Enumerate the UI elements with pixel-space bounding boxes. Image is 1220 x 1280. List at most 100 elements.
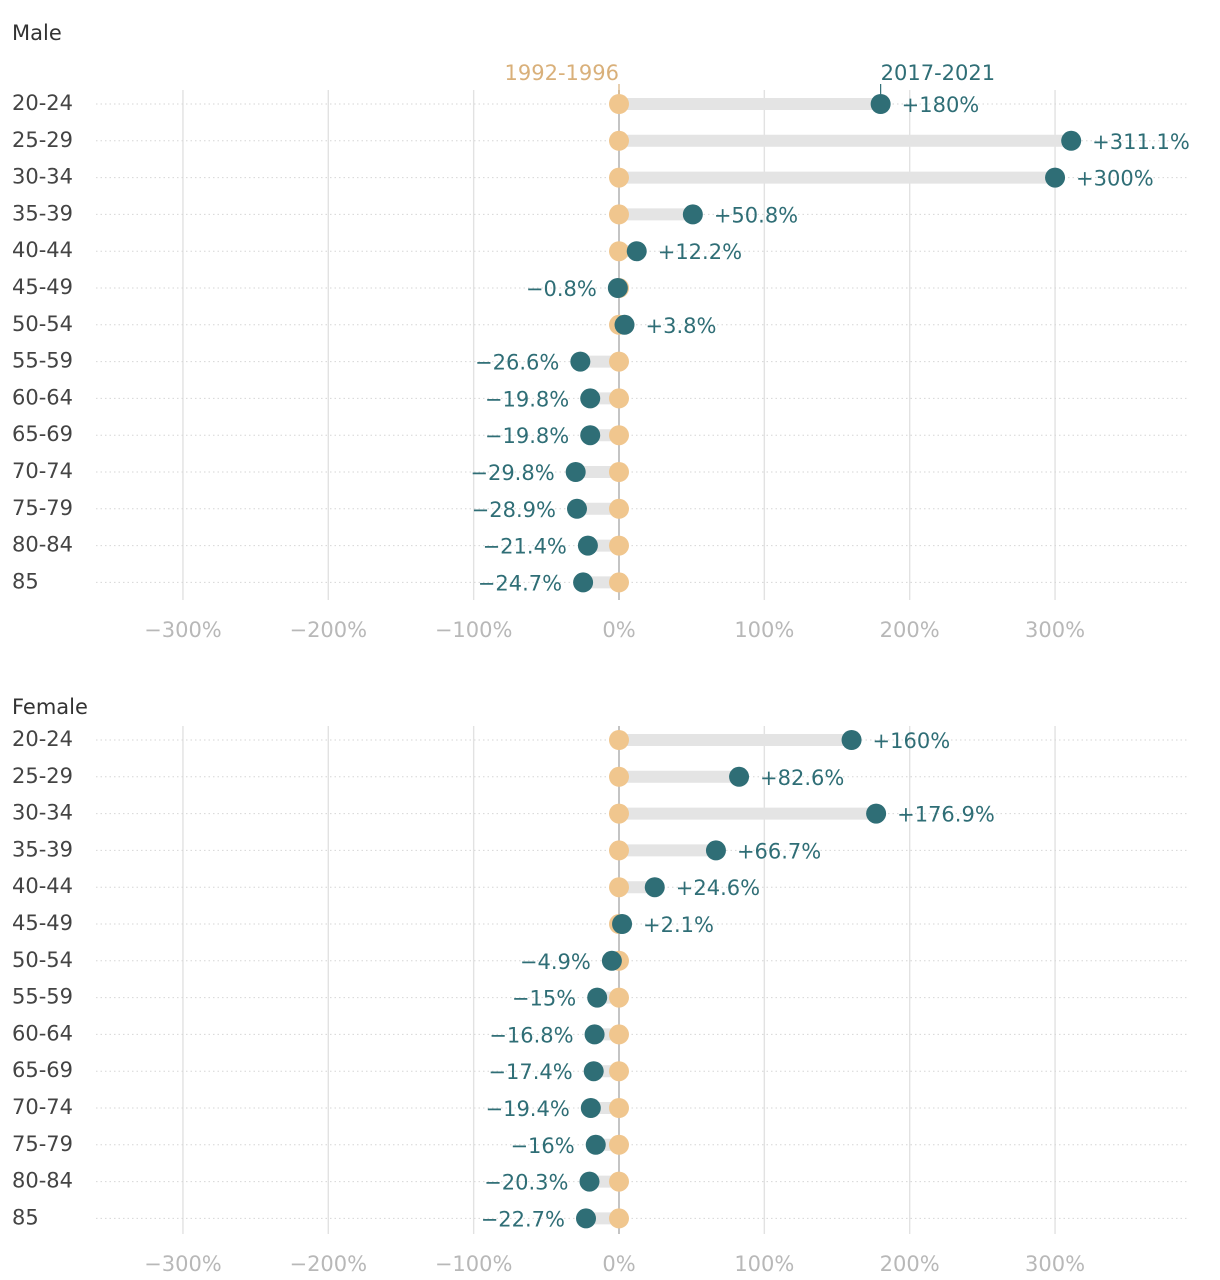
male-tick-label: 200% — [880, 618, 940, 642]
female-end-point — [576, 1208, 597, 1229]
male-tick-label: −200% — [289, 618, 367, 642]
female-category-label: 20-24 — [12, 727, 73, 751]
female-value-label: −15% — [512, 987, 576, 1011]
male-tick-label: 300% — [1025, 618, 1085, 642]
female-value-label: +82.6% — [760, 766, 844, 790]
male-category-label: 25-29 — [12, 128, 73, 152]
legend-start-label: 1992-1996 — [505, 61, 619, 85]
female-end-point — [601, 950, 622, 971]
male-value-label: −26.6% — [475, 351, 559, 375]
male-start-point — [609, 204, 629, 225]
male-value-label: +3.8% — [646, 314, 717, 338]
male-category-label: 70-74 — [12, 459, 73, 483]
female-end-point — [612, 914, 633, 934]
female-value-label: −4.9% — [520, 950, 591, 974]
male-end-point — [607, 278, 628, 298]
male-start-point — [609, 351, 629, 372]
male-end-point — [565, 462, 586, 482]
female-category-label: 50-54 — [12, 948, 73, 972]
female-category-label: 35-39 — [12, 837, 73, 861]
female-value-label: −17.4% — [488, 1060, 572, 1084]
female-end-point — [644, 877, 665, 898]
male-category-label: 20-24 — [12, 91, 73, 115]
male-end-point — [580, 388, 601, 409]
female-start-point — [609, 1061, 629, 1082]
male-category-label: 65-69 — [12, 422, 73, 446]
male-value-label: −29.8% — [470, 461, 554, 485]
female-value-label: −19.4% — [485, 1097, 569, 1121]
male-start-point — [609, 498, 629, 519]
legend-end-label: 2017-2021 — [881, 61, 995, 85]
male-start-point — [609, 535, 629, 556]
female-value-label: −20.3% — [484, 1171, 568, 1195]
male-tick-label: 0% — [602, 618, 635, 642]
female-start-point — [609, 730, 629, 750]
female-start-point — [609, 1208, 629, 1229]
female-tick-label: 300% — [1025, 1252, 1085, 1276]
female-value-label: +2.1% — [643, 913, 714, 937]
male-value-label: −0.8% — [526, 277, 597, 301]
female-start-point — [609, 1098, 629, 1118]
female-value-label: +160% — [873, 729, 951, 753]
female-end-point — [583, 1061, 604, 1082]
male-start-point — [609, 388, 629, 409]
male-end-point — [566, 498, 587, 519]
female-value-label: +176.9% — [897, 803, 995, 827]
male-end-point — [870, 94, 891, 114]
male-category-label: 60-64 — [12, 385, 73, 409]
male-category-label: 40-44 — [12, 238, 73, 262]
female-end-point — [705, 840, 726, 861]
male-start-point — [609, 94, 629, 114]
male-value-label: +12.2% — [658, 240, 742, 264]
female-start-point — [609, 987, 629, 1008]
female-category-label: 55-59 — [12, 985, 73, 1009]
male-value-label: −19.8% — [485, 387, 569, 411]
female-start-point — [609, 877, 629, 898]
male-category-label: 45-49 — [12, 275, 73, 299]
female-tick-label: 0% — [602, 1252, 635, 1276]
female-value-label: −22.7% — [481, 1207, 565, 1231]
female-category-label: 75-79 — [12, 1132, 73, 1156]
female-end-point — [579, 1171, 600, 1192]
female-tick-label: −200% — [289, 1252, 367, 1276]
female-category-label: 70-74 — [12, 1095, 73, 1119]
female-start-point — [609, 803, 629, 824]
female-category-label: 45-49 — [12, 911, 73, 935]
female-start-point — [609, 840, 629, 861]
female-value-label: −16.8% — [489, 1023, 573, 1047]
male-end-point — [614, 314, 635, 335]
male-category-label: 75-79 — [12, 496, 73, 520]
female-end-point — [729, 766, 750, 787]
male-end-point — [580, 425, 601, 446]
female-category-label: 80-84 — [12, 1169, 73, 1193]
female-category-label: 85 — [12, 1205, 39, 1229]
female-start-point — [609, 1171, 629, 1192]
male-value-label: −21.4% — [483, 535, 567, 559]
female-panel-title: Female — [12, 695, 88, 719]
male-category-label: 55-59 — [12, 349, 73, 373]
male-start-point — [609, 425, 629, 446]
female-start-point — [609, 766, 629, 787]
female-value-label: −16% — [510, 1134, 574, 1158]
female-end-point — [585, 1134, 606, 1155]
female-tick-label: 100% — [734, 1252, 794, 1276]
female-end-point — [866, 803, 887, 824]
female-category-label: 25-29 — [12, 764, 73, 788]
male-end-point — [1061, 130, 1082, 151]
male-end-point — [626, 241, 647, 262]
male-end-point — [573, 572, 594, 593]
female-start-point — [609, 1024, 629, 1045]
male-tick-label: 100% — [734, 618, 794, 642]
male-category-label: 80-84 — [12, 533, 73, 557]
female-category-label: 30-34 — [12, 801, 73, 825]
female-start-point — [609, 1134, 629, 1155]
male-start-point — [609, 241, 629, 262]
male-value-label: −24.7% — [478, 571, 562, 595]
female-tick-label: −300% — [144, 1252, 222, 1276]
male-start-point — [609, 130, 629, 151]
male-panel-title: Male — [12, 21, 62, 45]
female-category-label: 60-64 — [12, 1021, 73, 1045]
female-tick-label: 200% — [880, 1252, 940, 1276]
female-value-label: +66.7% — [737, 839, 821, 863]
